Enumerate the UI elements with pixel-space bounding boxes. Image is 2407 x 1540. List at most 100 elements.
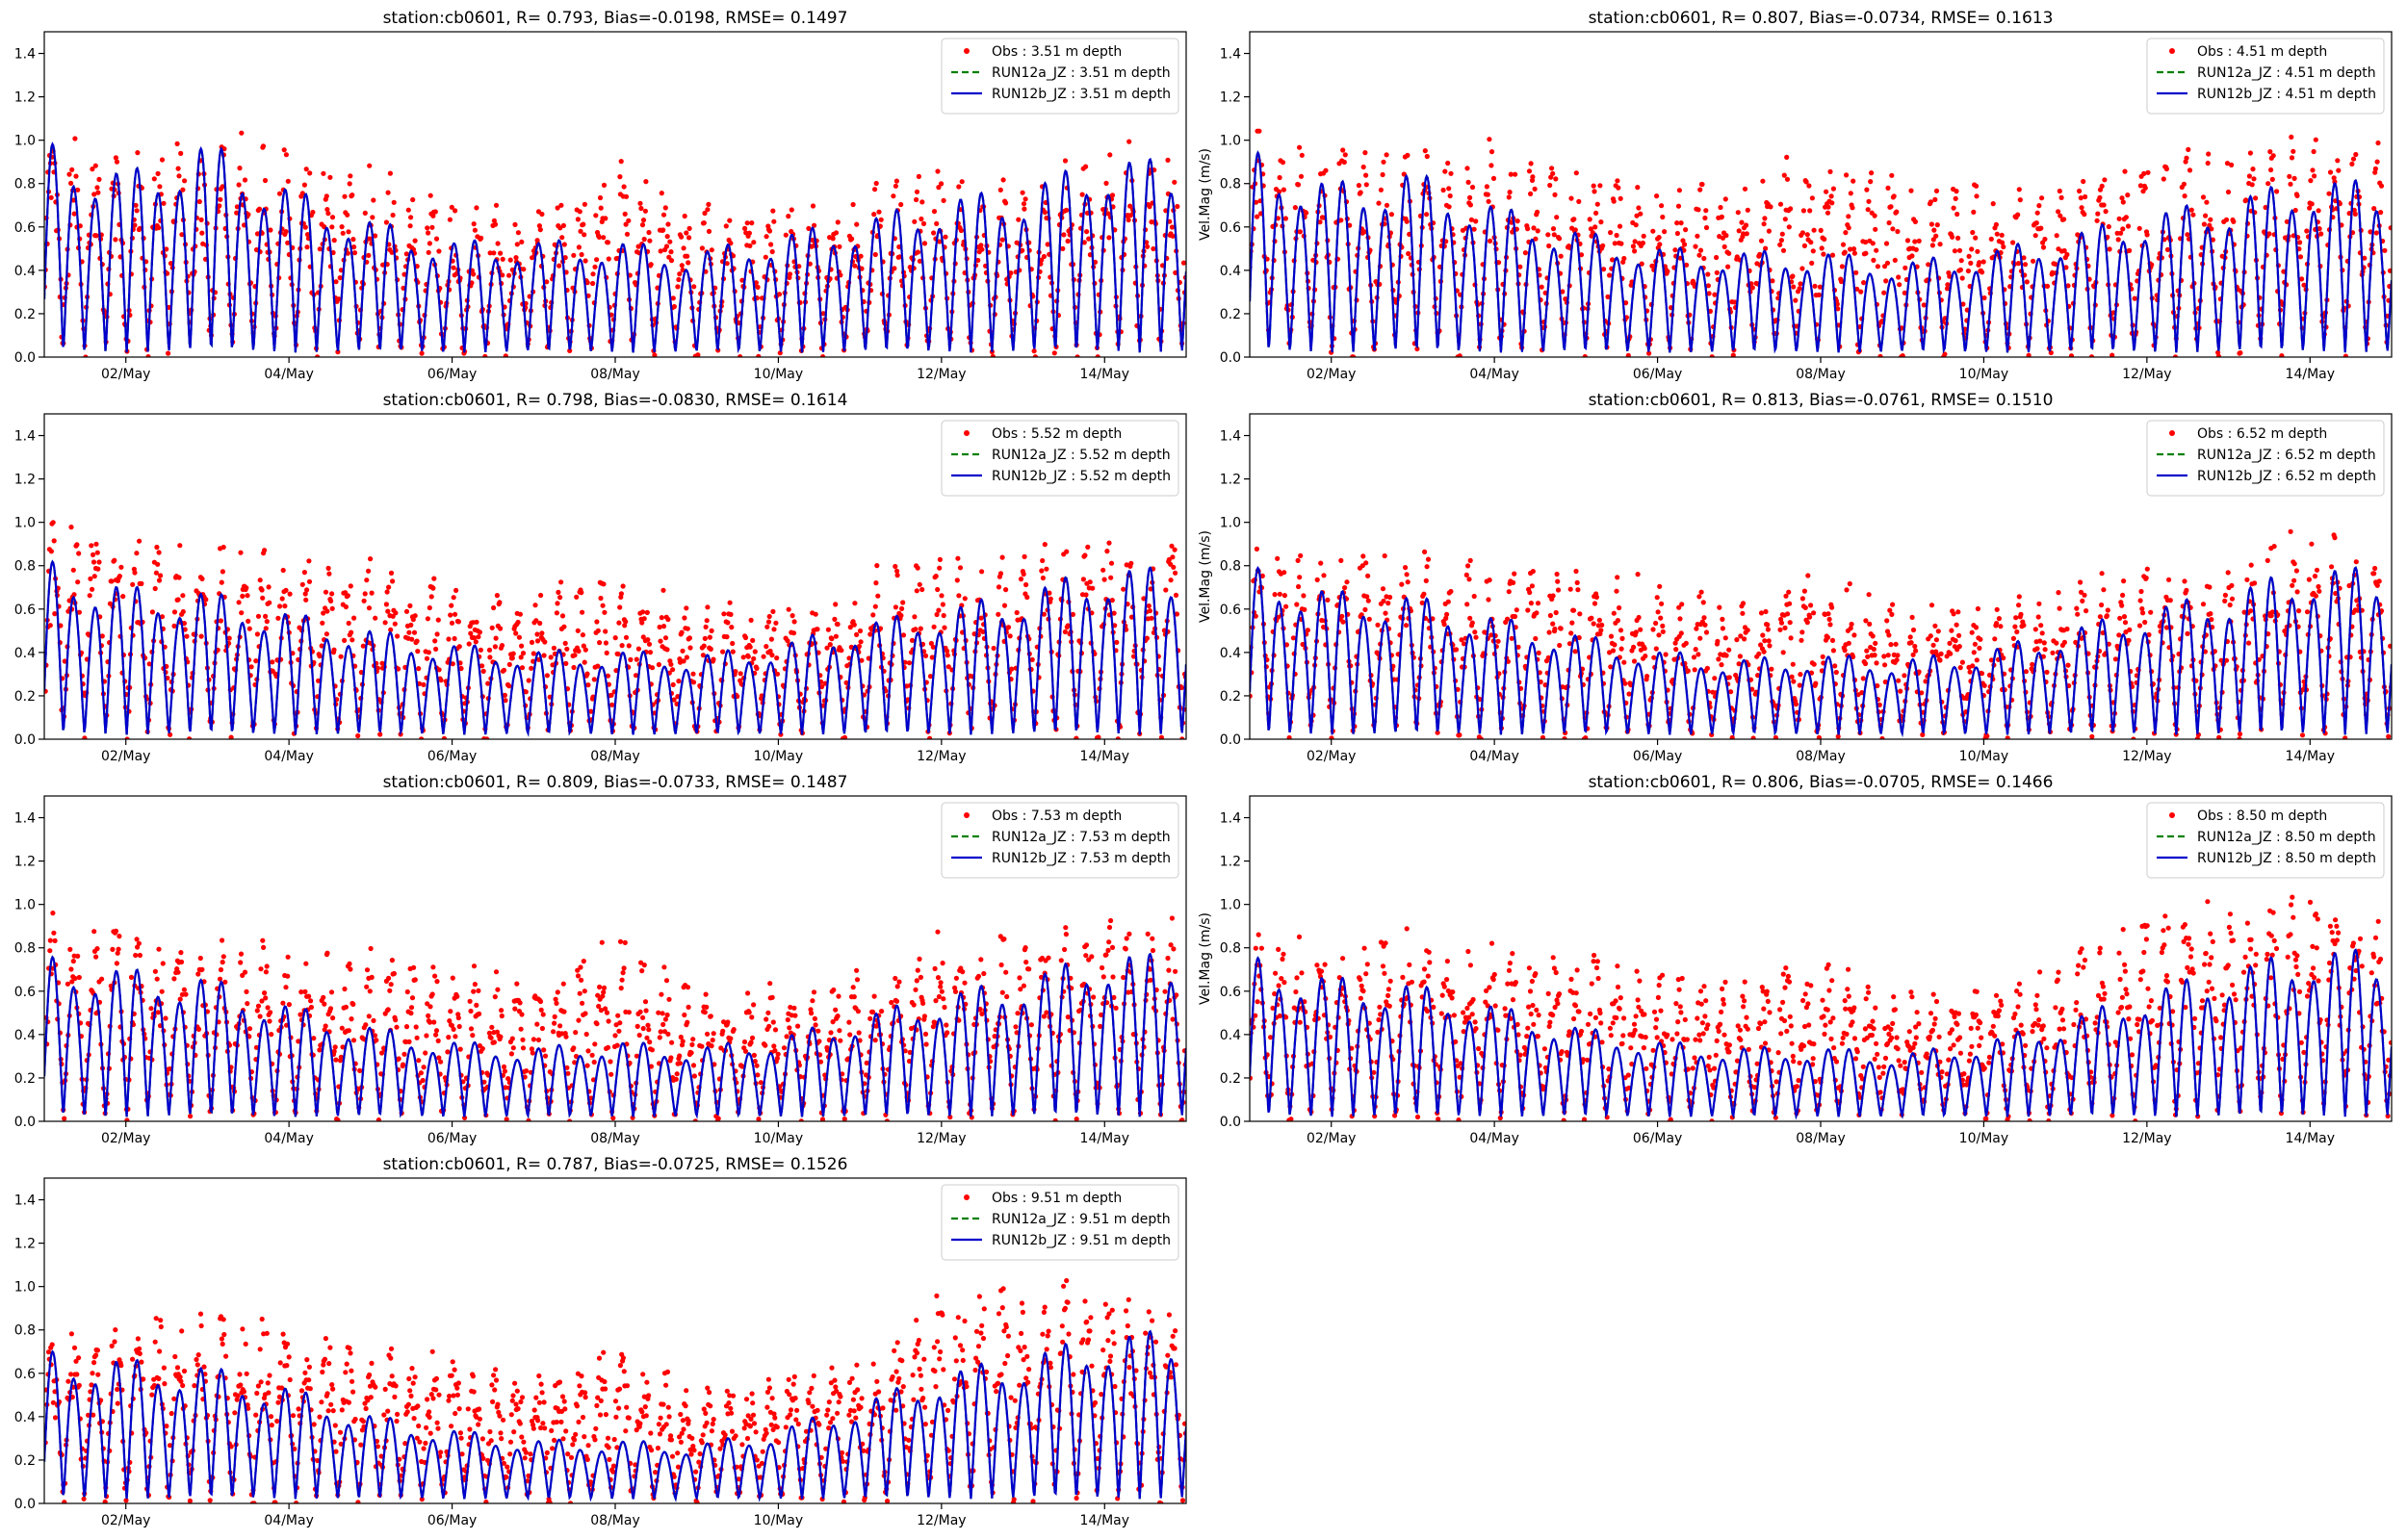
obs-point (436, 248, 442, 254)
obs-point (90, 167, 95, 172)
obs-point (1539, 284, 1544, 290)
obs-point (597, 194, 604, 201)
obs-point (1530, 569, 1536, 575)
obs-point (228, 734, 234, 739)
obs-point (1406, 250, 1411, 257)
obs-point (542, 639, 548, 645)
obs-point (1851, 178, 1856, 184)
obs-point (1827, 622, 1833, 628)
obs-point (518, 654, 524, 660)
obs-point (531, 651, 536, 656)
obs-point (1614, 588, 1619, 594)
obs-point (1721, 244, 1727, 249)
obs-point (1812, 283, 1818, 289)
obs-point (755, 284, 761, 290)
obs-point (1299, 152, 1305, 158)
obs-point (1281, 570, 1287, 576)
obs-point (1618, 628, 1624, 633)
obs-point (1744, 231, 1749, 237)
obs-point (1953, 195, 1958, 201)
obs-point (491, 250, 497, 256)
obs-point (738, 354, 743, 357)
obs-point (738, 671, 743, 677)
obs-point (2042, 236, 2048, 243)
obs-point (151, 176, 157, 182)
obs-point (622, 623, 628, 629)
obs-point (218, 618, 223, 624)
obs-point (1484, 184, 1489, 190)
obs-point (1653, 646, 1659, 652)
obs-point (1954, 189, 1959, 194)
obs-point (668, 661, 674, 667)
obs-point (366, 605, 373, 611)
obs-point (453, 587, 459, 594)
obs-point (1871, 257, 1876, 263)
obs-point (1898, 688, 1903, 694)
obs-point (1445, 599, 1451, 604)
obs-point (410, 196, 416, 203)
obs-point (385, 190, 391, 195)
obs-point (1577, 611, 1583, 617)
obs-point (506, 272, 512, 278)
obs-point (2010, 240, 2016, 245)
obs-point (1866, 198, 1872, 204)
obs-point (671, 303, 678, 310)
obs-point (1172, 547, 1178, 552)
obs-point (1801, 243, 1807, 248)
obs-point (1631, 658, 1638, 664)
obs-point (2068, 353, 2075, 357)
obs-point (978, 615, 984, 621)
obs-point (768, 242, 774, 247)
obs-point (1817, 284, 1823, 290)
obs-point (572, 653, 578, 658)
obs-point (2225, 189, 2232, 195)
obs-point (847, 625, 853, 630)
obs-point (746, 230, 753, 236)
obs-point (498, 626, 504, 631)
obs-point (1833, 669, 1839, 676)
obs-point (1149, 615, 1154, 621)
obs-point (139, 580, 144, 587)
obs-point (366, 252, 372, 258)
obs-point (602, 609, 608, 615)
obs-point (245, 593, 250, 599)
obs-point (647, 650, 654, 655)
obs-point (1835, 306, 1841, 312)
obs-point (1797, 286, 1802, 292)
obs-point (658, 638, 663, 644)
obs-point (2048, 349, 2054, 356)
obs-point (1928, 633, 1933, 639)
obs-point (419, 350, 425, 356)
obs-point (1381, 598, 1386, 604)
obs-point (1722, 196, 1728, 202)
obs-point (1860, 676, 1866, 681)
obs-point (1930, 642, 1936, 648)
obs-point (1383, 610, 1388, 616)
obs-point (765, 619, 772, 625)
obs-point (945, 653, 950, 658)
obs-point (1824, 189, 1829, 194)
obs-point (1045, 242, 1050, 247)
obs-point (590, 271, 596, 277)
obs-point (523, 689, 529, 695)
obs-point (557, 595, 563, 601)
obs-point (727, 218, 733, 223)
obs-point (1446, 186, 1452, 192)
obs-point (401, 271, 407, 277)
obs-point (833, 602, 839, 607)
obs-point (1381, 159, 1386, 165)
obs-point (412, 613, 418, 619)
obs-point (1825, 210, 1831, 216)
y-tick-label: 1.0 (1220, 134, 1241, 149)
obs-point (1861, 280, 1867, 286)
obs-point (1980, 270, 1985, 275)
obs-point (843, 680, 849, 686)
obs-point (1638, 211, 1643, 217)
obs-point (335, 349, 341, 355)
obs-point (1909, 253, 1915, 259)
obs-point (1525, 607, 1531, 613)
panel-title: station:cb0601, R= 0.793, Bias=-0.0198, … (383, 9, 848, 28)
obs-point (1883, 278, 1889, 284)
obs-point (1780, 650, 1786, 655)
obs-point (1506, 589, 1512, 595)
